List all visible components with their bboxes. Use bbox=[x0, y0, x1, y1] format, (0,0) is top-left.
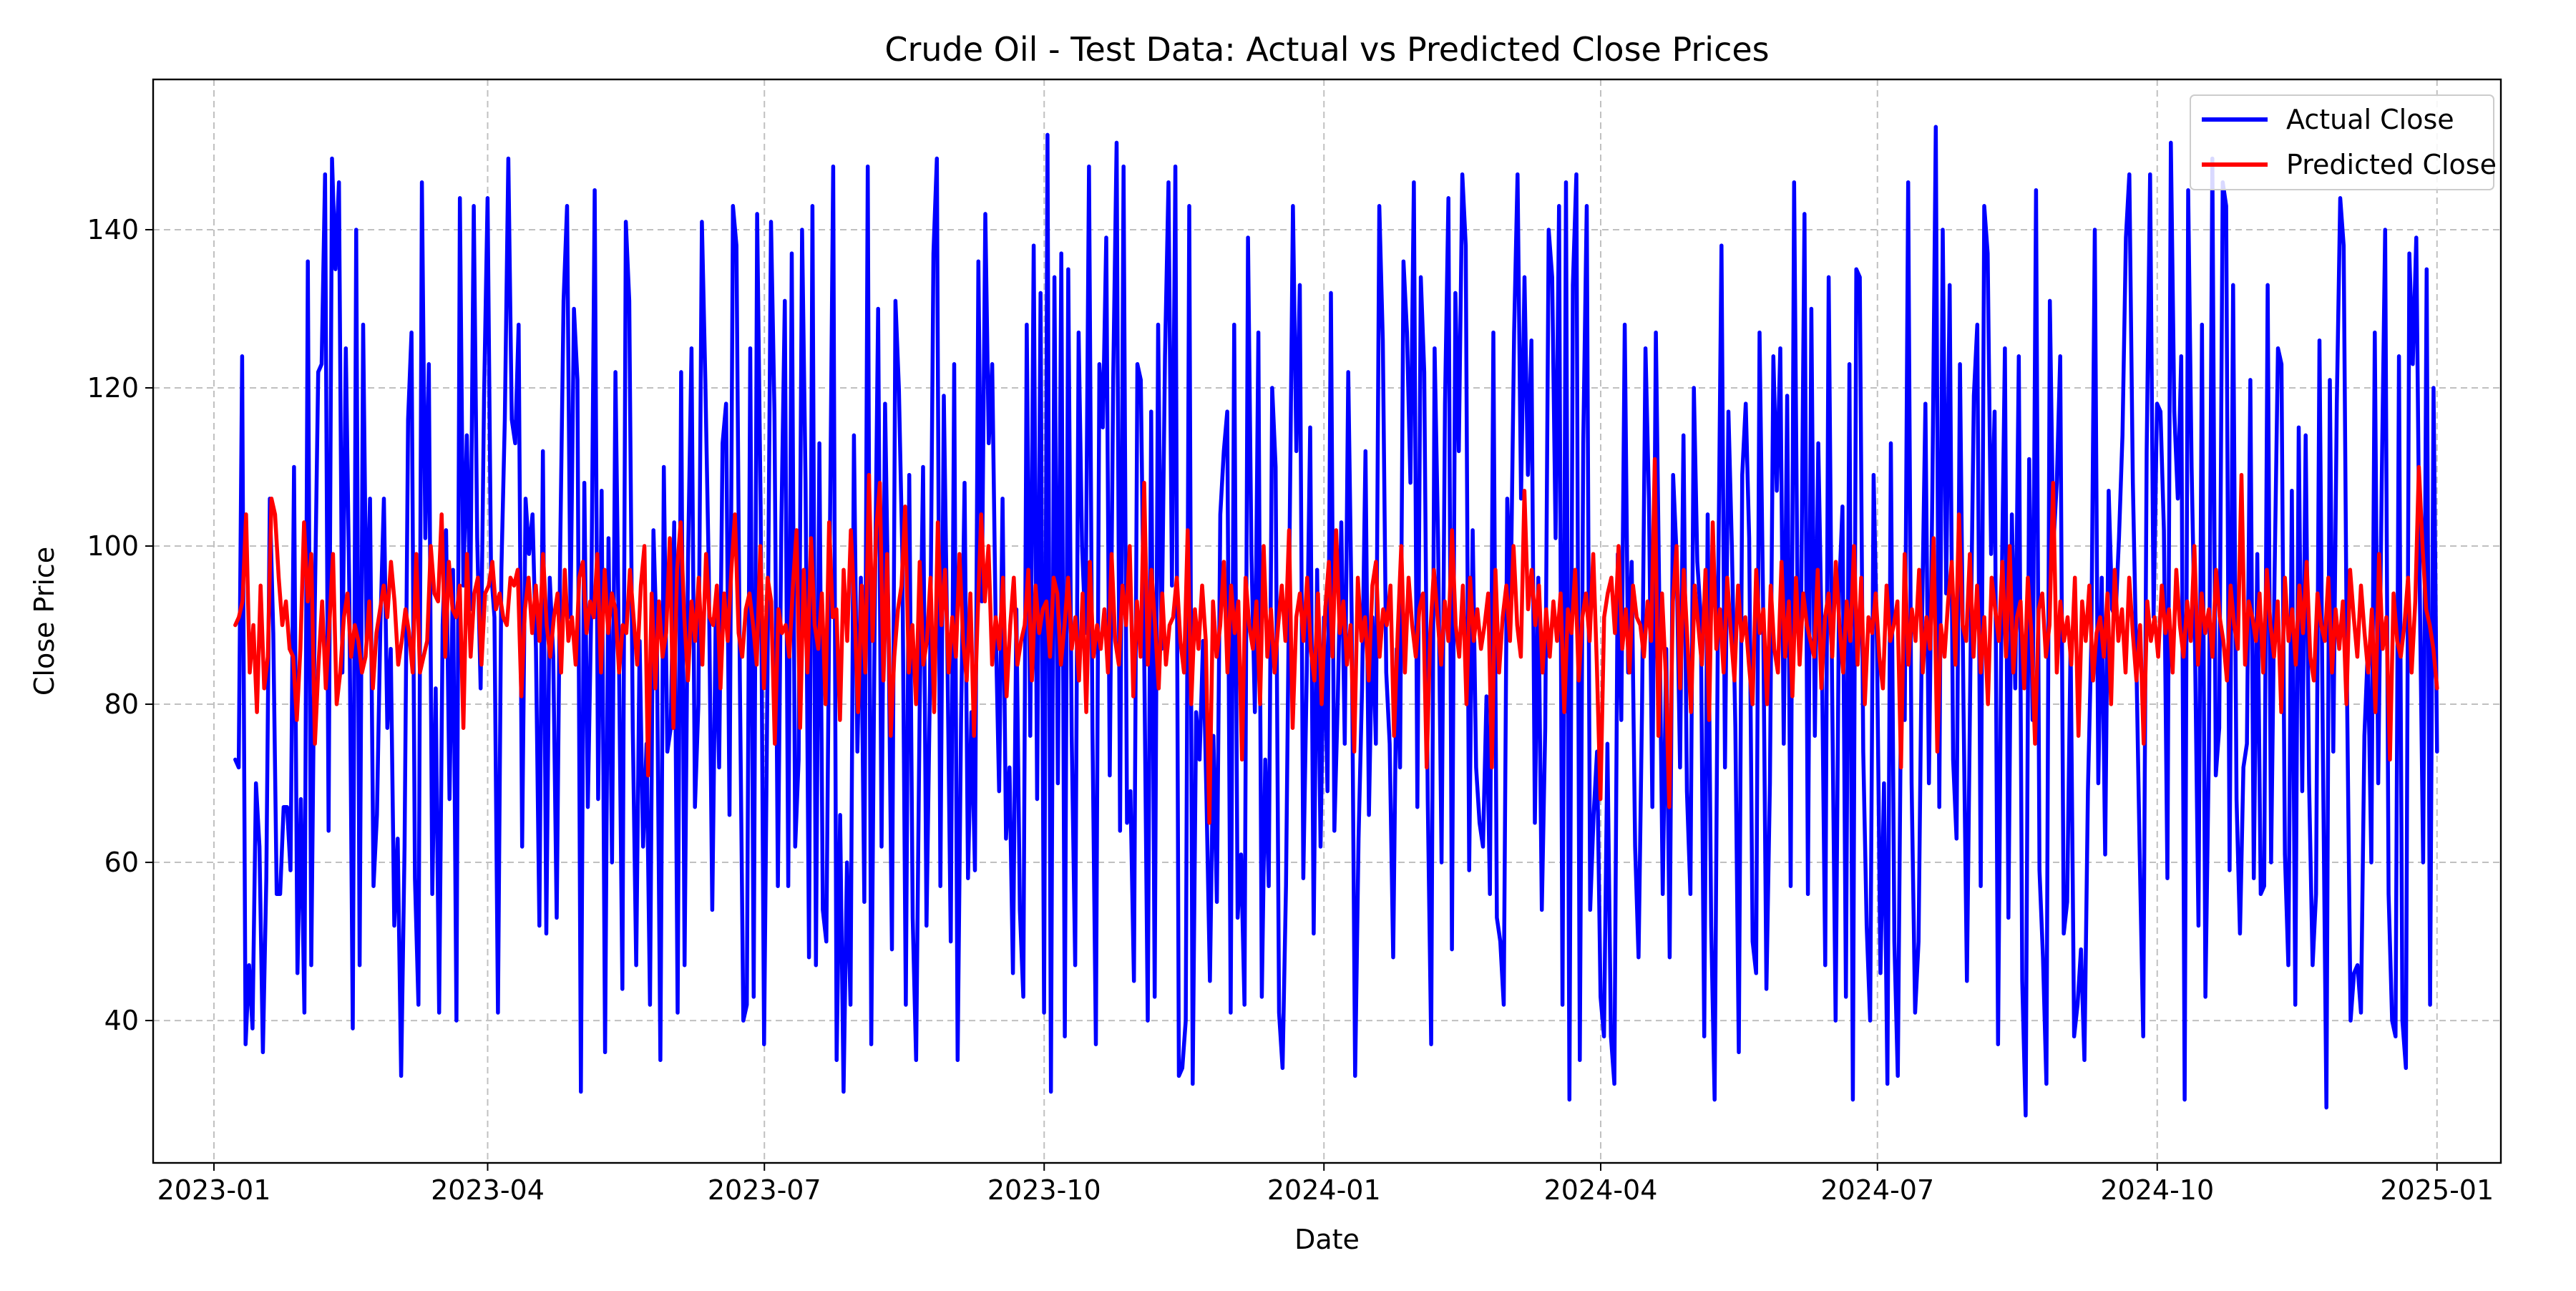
x-tick-label: 2025-01 bbox=[2380, 1174, 2494, 1206]
x-tick-label: 2023-10 bbox=[987, 1174, 1101, 1206]
y-axis-label: Close Price bbox=[29, 547, 60, 696]
plot-frame bbox=[152, 78, 2502, 1164]
legend-label-actual: Actual Close bbox=[2286, 104, 2454, 135]
x-axis-label: Date bbox=[1294, 1224, 1360, 1255]
x-tick-label: 2023-01 bbox=[157, 1174, 271, 1206]
predicted-close-line bbox=[233, 457, 2439, 825]
y-tick-label: 140 bbox=[87, 214, 139, 245]
y-tick-label: 40 bbox=[104, 1005, 139, 1036]
series-lines bbox=[233, 125, 2439, 1118]
legend-label-predicted: Predicted Close bbox=[2286, 149, 2497, 180]
x-tick-label: 2023-04 bbox=[431, 1174, 545, 1206]
x-tick-label: 2024-01 bbox=[1267, 1174, 1381, 1206]
x-tick-label: 2024-10 bbox=[2100, 1174, 2214, 1206]
legend: Actual Close Predicted Close bbox=[2190, 94, 2497, 190]
x-tick-label: 2023-07 bbox=[708, 1174, 821, 1206]
chart-title: Crude Oil - Test Data: Actual vs Predict… bbox=[884, 30, 1769, 69]
axis-ticks: 2023-01 2023-04 2023-07 2023-10 2024-01 2024-… bbox=[87, 214, 2494, 1206]
x-tick-label: 2024-04 bbox=[1544, 1174, 1658, 1206]
x-tick-label: 2024-07 bbox=[1820, 1174, 1934, 1206]
y-tick-label: 60 bbox=[104, 847, 139, 878]
y-tick-label: 100 bbox=[87, 530, 139, 562]
y-tick-label: 120 bbox=[87, 372, 139, 404]
y-tick-label: 80 bbox=[104, 688, 139, 720]
